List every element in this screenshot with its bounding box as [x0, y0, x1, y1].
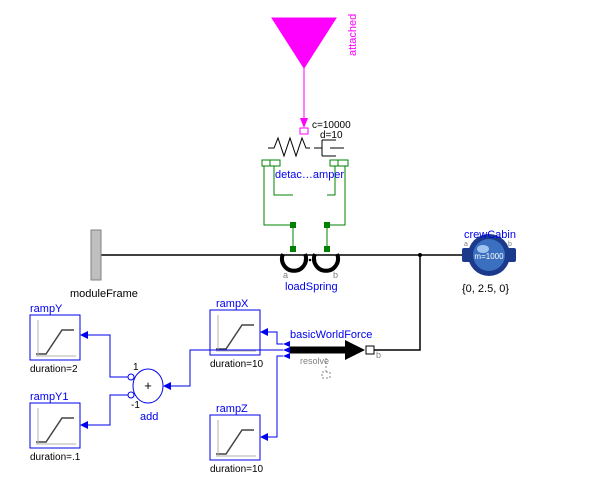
svg-text:+: + [144, 378, 152, 393]
attached-block: attached [272, 14, 359, 128]
svg-text:1: 1 [133, 362, 139, 373]
svg-text:m=1000: m=1000 [474, 252, 504, 261]
rampx-sublabel: duration=10 [210, 359, 264, 370]
rampy1-sublabel: duration=.1 [30, 452, 81, 463]
svg-text:b: b [376, 350, 381, 360]
svg-text:a: a [283, 270, 288, 280]
detach-damper-label: detac…amper [275, 169, 344, 181]
crew-cabin-label: crewCabin [464, 229, 516, 241]
rampz-sublabel: duration=10 [210, 464, 264, 475]
load-spring-label: loadSpring [285, 281, 338, 293]
crew-cabin-position: {0, 2.5, 0} [462, 283, 509, 295]
attached-label: attached [347, 14, 359, 56]
module-frame-label: moduleFrame [70, 288, 138, 300]
rampy-block: rampY duration=2 [30, 303, 88, 375]
svg-text:d=10: d=10 [320, 130, 343, 141]
rampz-label: rampZ [216, 403, 248, 415]
svg-text:-1: -1 [131, 400, 140, 411]
conn-mech-worldforce [370, 255, 420, 350]
rampy1-label: rampY1 [30, 391, 69, 403]
detach-damper-block: c=10000 d=10 detac…amper [262, 120, 351, 181]
load-spring-block: a b loadSpring [282, 246, 338, 293]
add-label: add [140, 411, 158, 423]
add-block: + 1 -1 add [128, 362, 171, 423]
rampz-block: rampZ duration=10 [210, 403, 268, 475]
module-frame-block: moduleFrame [70, 230, 138, 300]
rampx-block: rampX duration=10 [210, 298, 268, 370]
svg-text:resolve: resolve [300, 356, 329, 366]
rampy-sublabel: duration=2 [30, 364, 78, 375]
crew-cabin-block: m=1000 a b crewCabin {0, 2.5, 0} [462, 229, 516, 295]
basic-world-force-label: basicWorldForce [290, 329, 372, 341]
svg-text:b: b [508, 241, 512, 248]
svg-text:a: a [464, 241, 468, 248]
svg-text:b: b [333, 270, 338, 280]
rampx-label: rampX [216, 298, 249, 310]
basic-world-force-block: b resolve basicWorldForce [283, 329, 381, 378]
rampy-label: rampY [30, 303, 63, 315]
rampy1-block: rampY1 duration=.1 [30, 391, 88, 463]
